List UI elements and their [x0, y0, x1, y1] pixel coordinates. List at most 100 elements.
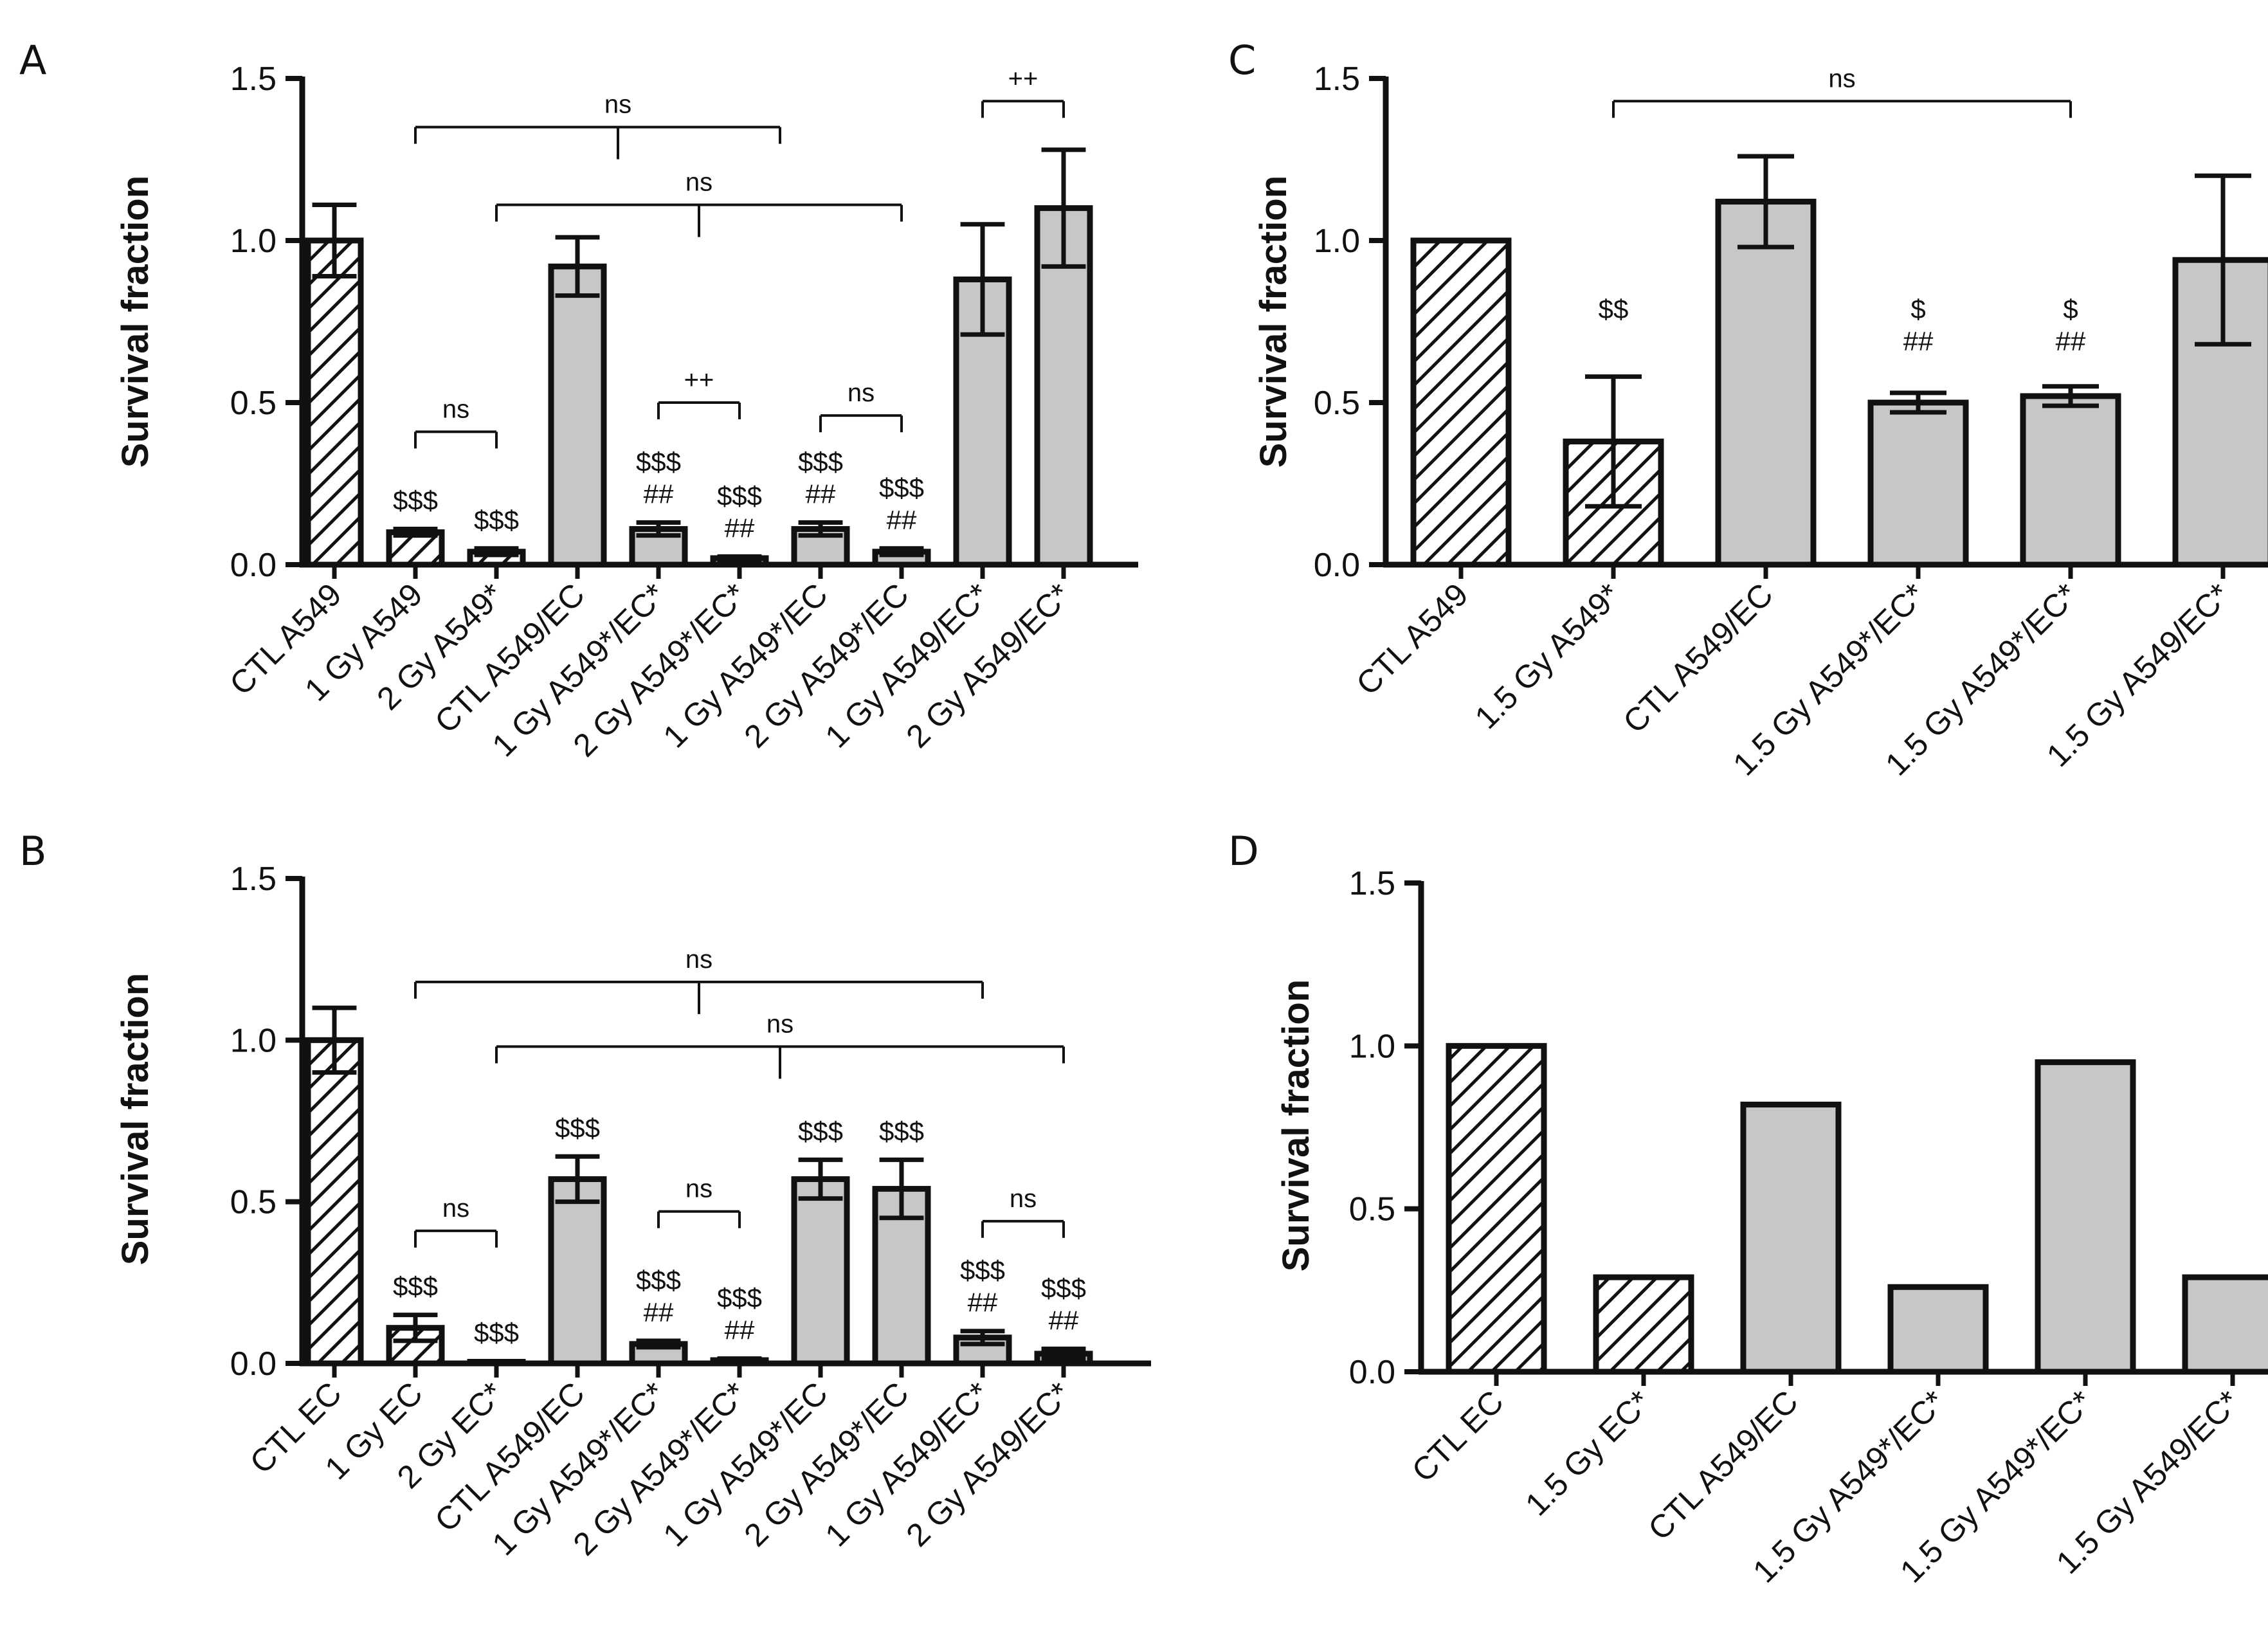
panel-letter: A	[19, 37, 46, 84]
bar	[1410, 237, 1512, 568]
y-tick-label: 0.5	[230, 385, 277, 422]
bracket-label: ns	[685, 168, 712, 197]
significance-label: $	[1910, 294, 1925, 324]
significance-label: $$$	[798, 446, 843, 477]
significance-bracket: ns	[414, 1194, 498, 1248]
y-tick-label: 1.5	[230, 860, 277, 898]
y-tick-label: 1.0	[230, 1022, 277, 1059]
bracket-label: ns	[685, 1175, 712, 1203]
bar	[1740, 1102, 1842, 1375]
bar	[2020, 393, 2121, 568]
significance-label: ##	[644, 478, 674, 509]
significance-label: ##	[725, 513, 755, 543]
bracket-label: ns	[848, 379, 875, 407]
bar	[1867, 399, 1969, 568]
bracket-label: ns	[1010, 1185, 1037, 1213]
x-tick-label: CTL EC	[1405, 1383, 1510, 1489]
panel-letter: D	[1228, 828, 1259, 875]
bar	[305, 237, 364, 568]
significance-bracket: ns	[495, 168, 903, 237]
panel-letter: C	[1228, 37, 1256, 84]
significance-bracket: ns	[819, 379, 903, 433]
y-tick-label: 0.0	[1314, 547, 1360, 584]
y-tick-label: 1.5	[1314, 60, 1360, 98]
significance-bracket: ns	[495, 1010, 1065, 1079]
significance-label: $$$	[960, 1255, 1005, 1286]
significance-label: $$$	[474, 1317, 519, 1347]
bar	[791, 1176, 850, 1367]
significance-bracket: ns	[981, 1185, 1065, 1238]
bracket-label: ns	[767, 1010, 794, 1038]
x-tick-label: 1.5 Gy A549*	[1468, 576, 1628, 736]
bar	[548, 1176, 607, 1367]
bar	[1887, 1284, 1989, 1375]
significance-bracket: ns	[657, 1175, 741, 1228]
significance-bracket: ns	[414, 91, 781, 159]
bracket-label: ns	[442, 395, 469, 423]
significance-label: ##	[887, 505, 917, 535]
significance-bracket: ns	[414, 395, 498, 449]
significance-label: $$$	[636, 446, 681, 477]
bar	[2035, 1059, 2136, 1375]
y-tick-label: 0.0	[230, 1345, 277, 1383]
significance-label: $$$	[879, 1116, 924, 1146]
y-tick-label: 1.5	[230, 60, 277, 98]
significance-label: $$$	[717, 480, 762, 511]
significance-label: $$$	[393, 1271, 438, 1302]
significance-label: $$$	[393, 486, 438, 516]
x-tick-label: CTL A549/EC	[1641, 1383, 1804, 1547]
significance-bracket: ++	[657, 366, 741, 419]
significance-label: ##	[968, 1288, 998, 1318]
bracket-label: ns	[442, 1194, 469, 1223]
significance-label: $$$	[474, 505, 519, 535]
y-axis-label: Survival fraction	[114, 176, 156, 468]
y-tick-label: 1.0	[1349, 1028, 1395, 1065]
bar	[548, 263, 607, 568]
chart-panel-d: D Survival fraction 0.0 0.5 1.0 1.5 CTL EC 1.5 …	[1228, 828, 2268, 1590]
y-tick-label: 0.5	[230, 1184, 277, 1221]
x-tick-label: CTL A549/EC	[1616, 576, 1779, 740]
significance-label: $	[2063, 294, 2078, 324]
bracket-label: ns	[604, 91, 631, 119]
chart-panel-c: C Survival fraction 0.0 0.5 1.0 1.5 CTL A5491.…	[1228, 37, 2268, 783]
significance-label: $$$	[1041, 1273, 1086, 1303]
significance-label: $$$	[636, 1265, 681, 1295]
y-axis-label: Survival fraction	[114, 973, 156, 1265]
y-tick-label: 0.5	[1349, 1191, 1395, 1228]
panel-letter: B	[19, 828, 47, 875]
bracket-label: ++	[684, 366, 714, 394]
significance-label: ##	[644, 1297, 674, 1327]
significance-label: $$	[1599, 294, 1629, 324]
significance-label: ##	[2056, 326, 2086, 356]
x-tick-label: 1.5 Gy EC*	[1518, 1383, 1657, 1522]
x-tick-label: CTL A549	[1349, 576, 1475, 702]
bracket-label: ns	[1828, 64, 1855, 93]
significance-bracket: ns	[1612, 64, 2072, 118]
y-tick-label: 1.5	[1349, 865, 1395, 902]
bracket-label: ++	[1008, 64, 1039, 93]
significance-label: ##	[1049, 1305, 1079, 1335]
significance-label: $$$	[798, 1116, 843, 1146]
y-tick-label: 1.0	[230, 223, 277, 260]
significance-bracket: ++	[981, 64, 1065, 118]
bar	[2182, 1274, 2268, 1375]
y-tick-label: 0.0	[230, 547, 277, 584]
significance-bracket: ns	[414, 945, 984, 1014]
y-tick-label: 1.0	[1314, 223, 1360, 260]
significance-label: ##	[1903, 326, 1934, 356]
y-axis-label: Survival fraction	[1253, 176, 1294, 468]
significance-label: $$$	[879, 473, 924, 503]
bar	[1715, 199, 1817, 568]
significance-label: ##	[725, 1315, 755, 1345]
bar	[1593, 1274, 1694, 1375]
significance-label: ##	[806, 478, 836, 509]
significance-label: $$$	[717, 1282, 762, 1313]
y-tick-label: 0.5	[1314, 385, 1360, 422]
y-tick-label: 0.0	[1349, 1354, 1395, 1391]
significance-label: $$$	[555, 1113, 600, 1143]
bar	[1446, 1042, 1547, 1375]
bracket-label: ns	[685, 945, 712, 974]
